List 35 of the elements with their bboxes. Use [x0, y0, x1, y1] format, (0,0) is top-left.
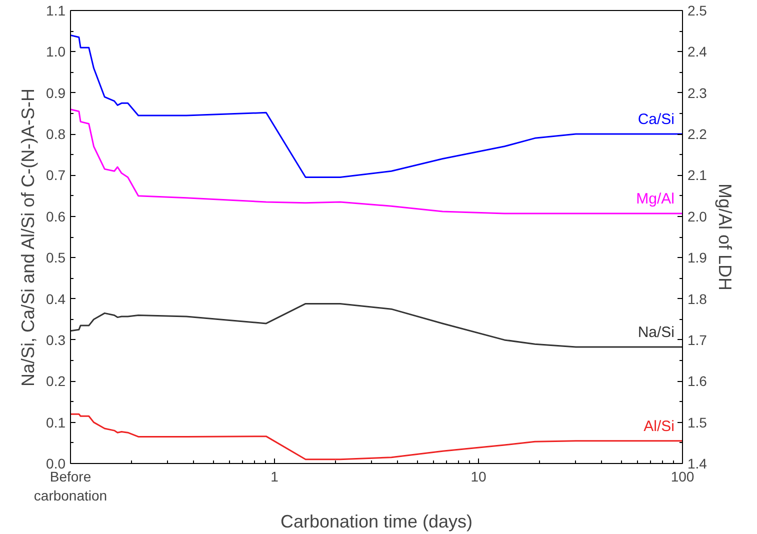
y-tick-label: 0.7	[46, 167, 66, 184]
y-tick-label: 0.0	[46, 456, 66, 472]
y2-tick-label: 2.5	[688, 2, 708, 18]
y2-tick-label: 2.3	[688, 84, 708, 101]
y-tick-label: 0.2	[46, 373, 66, 390]
y2-tick-label: 1.7	[688, 332, 708, 348]
y2-tick-label: 1.4	[688, 456, 708, 472]
y2-tick-label: 2.0	[688, 208, 708, 224]
y2-tick-label: 2.1	[688, 167, 708, 184]
y2-tick-label: 1.6	[688, 373, 708, 390]
y2-tick-label: 1.8	[688, 290, 708, 307]
y-axis-title: Na/Si, Ca/Si and Al/Si of C-(N-)A-S-H	[18, 88, 38, 387]
series-label: Na/Si	[638, 324, 675, 341]
y-tick-label: 0.3	[46, 332, 66, 348]
y-tick-label: 0.4	[46, 290, 66, 307]
y-tick-label: 0.6	[46, 208, 66, 224]
x-axis-title: Carbonation time (days)	[280, 512, 473, 532]
y-tick-label: 0.1	[46, 414, 66, 430]
y-tick-label: 0.8	[46, 126, 66, 142]
y-tick-label: 1.1	[46, 2, 66, 18]
y2-tick-label: 2.4	[688, 44, 708, 60]
x-tick-label: Before carbonation	[34, 468, 108, 504]
y2-tick-label: 2.2	[688, 126, 708, 142]
x-tick-label: 100	[670, 468, 694, 484]
y-tick-label: 0.9	[46, 84, 66, 101]
x-tick-label: 10	[470, 468, 486, 484]
series-label: Mg/Al	[636, 190, 674, 208]
y-tick-label: 1.0	[46, 44, 66, 60]
y2-axis-title: Mg/Al of LDH	[714, 183, 735, 291]
y-tick-label: 0.5	[46, 250, 66, 266]
y2-tick-label: 1.9	[688, 250, 708, 266]
x-tick-label: 1	[270, 468, 279, 484]
series-label: Al/Si	[644, 418, 674, 435]
y2-tick-label: 1.5	[688, 414, 708, 430]
series-label: Ca/Si	[638, 111, 675, 128]
